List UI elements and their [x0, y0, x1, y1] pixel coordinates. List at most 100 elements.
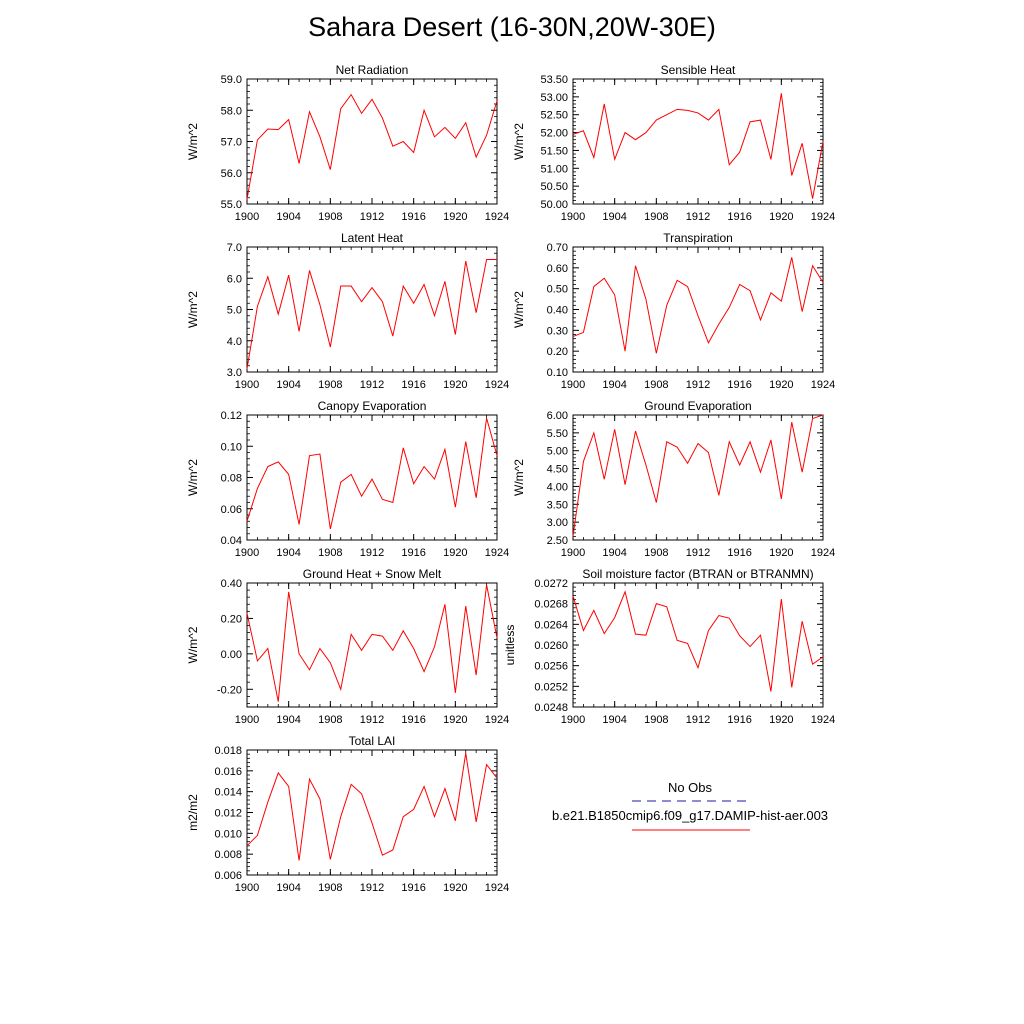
x-tick-label: 1924: [811, 379, 835, 391]
x-tick-label: 1912: [686, 379, 710, 391]
y-tick-label: 3.0: [227, 367, 242, 379]
chart-panel-5: 1900 1904 1908 1912 1916 1920 1924 2.50 3.00 3.50…: [512, 399, 835, 559]
y-tick-label: 0.20: [221, 613, 242, 625]
x-tick-label: 1916: [401, 379, 425, 391]
legend-model-label: b.e21.B1850cmip6.f09_g17.DAMIP-hist-aer.…: [552, 808, 828, 823]
x-tick-label: 1900: [235, 882, 259, 894]
x-tick-label: 1920: [443, 547, 467, 559]
panel-title: Canopy Evaporation: [318, 399, 427, 413]
x-tick-label: 1916: [727, 547, 751, 559]
y-axis-label: W/m^2: [186, 626, 200, 663]
y-tick-label: 0.30: [547, 325, 568, 337]
x-tick-label: 1916: [727, 379, 751, 391]
panel-title: Ground Evaporation: [644, 399, 751, 413]
y-tick-label: 0.20: [547, 346, 568, 358]
y-tick-label: 0.010: [214, 828, 242, 840]
x-tick-label: 1916: [401, 714, 425, 726]
legend-obs-label: No Obs: [668, 780, 713, 795]
y-tick-label: 57.0: [221, 137, 242, 149]
panel-title: Transpiration: [663, 231, 733, 245]
y-axis-label: W/m^2: [186, 291, 200, 328]
x-tick-label: 1912: [360, 211, 384, 223]
x-tick-label: 1920: [443, 714, 467, 726]
x-tick-label: 1924: [485, 714, 509, 726]
x-tick-label: 1908: [318, 714, 342, 726]
series-line: [246, 259, 497, 369]
y-tick-label: 0.10: [547, 367, 568, 379]
y-tick-label: 4.00: [547, 481, 568, 493]
legend: No Obs b.e21.B1850cmip6.f09_g17.DAMIP-his…: [552, 780, 828, 831]
y-tick-label: 0.0272: [534, 578, 568, 590]
y-axis-label: W/m^2: [512, 291, 526, 328]
y-tick-label: 0.0268: [534, 599, 568, 611]
series-line: [572, 257, 824, 354]
y-tick-label: 0.0260: [534, 640, 568, 652]
series-line: [246, 584, 498, 702]
x-tick-label: 1900: [235, 379, 259, 391]
y-tick-label: 0.50: [547, 284, 568, 296]
figure-title: Sahara Desert (16-30N,20W-30E): [308, 12, 716, 42]
panel-title: Sensible Heat: [661, 63, 736, 77]
y-tick-label: 0.06: [221, 504, 242, 516]
x-tick-label: 1908: [644, 379, 668, 391]
y-tick-label: 55.0: [221, 199, 242, 211]
y-tick-label: 0.70: [547, 242, 568, 254]
plot-frame: [246, 78, 498, 205]
y-tick-label: 4.50: [547, 464, 568, 476]
y-tick-label: 53.00: [540, 92, 568, 104]
x-tick-label: 1904: [602, 379, 626, 391]
y-tick-label: 0.014: [214, 787, 242, 799]
plot-frame: [246, 749, 498, 876]
x-tick-label: 1908: [318, 547, 342, 559]
y-axis-label: m2/m2: [186, 794, 200, 831]
y-tick-label: 53.50: [540, 74, 568, 86]
x-tick-label: 1920: [769, 379, 793, 391]
x-tick-label: 1900: [561, 714, 585, 726]
y-tick-label: 58.0: [221, 105, 242, 117]
x-tick-label: 1904: [276, 211, 300, 223]
x-tick-label: 1920: [443, 211, 467, 223]
x-tick-label: 1924: [811, 211, 835, 223]
y-tick-label: 2.50: [547, 535, 568, 547]
y-tick-label: 0.12: [221, 410, 242, 422]
plot-frame: [572, 414, 824, 541]
y-tick-label: 51.50: [540, 145, 568, 157]
y-tick-label: 5.00: [547, 446, 568, 458]
x-tick-label: 1900: [561, 211, 585, 223]
x-tick-label: 1904: [276, 714, 300, 726]
y-tick-label: -0.20: [217, 684, 242, 696]
x-tick-label: 1908: [318, 882, 342, 894]
y-tick-label: 0.018: [214, 745, 242, 757]
x-tick-label: 1920: [769, 211, 793, 223]
chart-panel-4: 1900 1904 1908 1912 1916 1920 1924 0.04 0.06 0.08…: [186, 399, 509, 559]
x-tick-label: 1900: [235, 547, 259, 559]
y-tick-label: 0.40: [547, 305, 568, 317]
x-tick-label: 1912: [360, 547, 384, 559]
y-tick-label: 59.0: [221, 74, 242, 86]
x-tick-label: 1904: [602, 714, 626, 726]
plot-frame: [246, 246, 498, 373]
x-tick-label: 1924: [485, 882, 509, 894]
y-tick-label: 6.00: [547, 410, 568, 422]
y-tick-label: 5.50: [547, 428, 568, 440]
y-tick-label: 5.0: [227, 305, 242, 317]
y-tick-label: 51.00: [540, 163, 568, 175]
y-axis-label: W/m^2: [186, 459, 200, 496]
y-axis-label: unitless: [503, 625, 517, 666]
chart-panel-3: 1900 1904 1908 1912 1916 1920 1924 0.10 0.20 0.30…: [512, 231, 835, 391]
y-tick-label: 0.0256: [534, 661, 568, 673]
x-tick-label: 1916: [727, 714, 751, 726]
x-tick-label: 1908: [318, 211, 342, 223]
x-tick-label: 1904: [602, 211, 626, 223]
x-tick-label: 1900: [561, 547, 585, 559]
series-line: [246, 417, 498, 530]
x-tick-label: 1920: [769, 547, 793, 559]
chart-panel-0: 1900 1904 1908 1912 1916 1920 1924 55.0 56.0 57.0…: [186, 63, 509, 223]
x-tick-label: 1920: [443, 882, 467, 894]
panel-title: Net Radiation: [336, 63, 409, 77]
x-tick-label: 1908: [318, 379, 342, 391]
series-line: [572, 414, 824, 537]
plot-frame: [246, 582, 498, 708]
y-tick-label: 0.10: [221, 441, 242, 453]
x-tick-label: 1912: [360, 882, 384, 894]
